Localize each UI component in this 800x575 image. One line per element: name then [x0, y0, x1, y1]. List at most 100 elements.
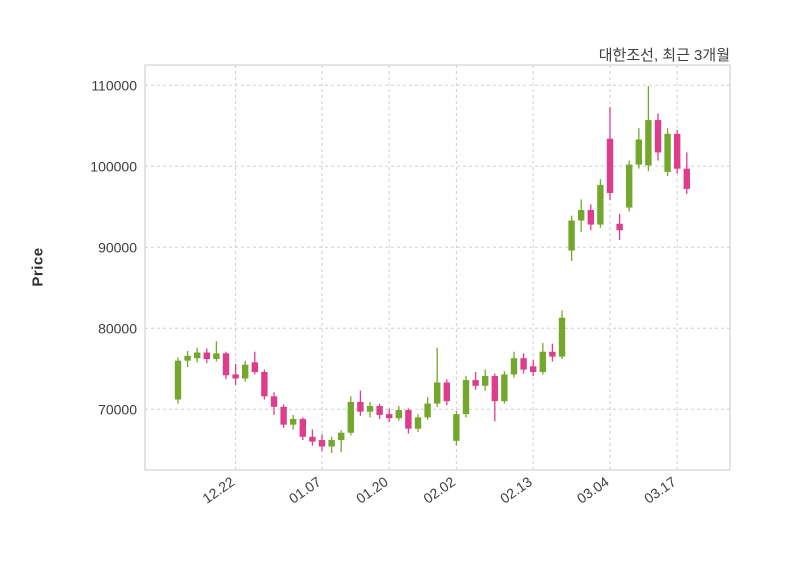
candle: [453, 410, 460, 446]
candle: [414, 414, 422, 432]
candle: [290, 414, 297, 430]
candle: [635, 128, 642, 169]
candle: [510, 351, 518, 378]
candle: [222, 351, 230, 380]
candle: [395, 406, 402, 421]
candle-body: [501, 374, 508, 402]
candle: [309, 429, 316, 446]
candle: [251, 351, 258, 375]
candle: [328, 436, 335, 453]
candle-body: [261, 371, 268, 397]
x-tick-label: 12.22: [199, 473, 237, 506]
candle: [318, 434, 326, 452]
candle-body: [510, 358, 518, 375]
candle: [616, 214, 623, 240]
candle-body: [318, 440, 326, 447]
candle: [683, 152, 690, 194]
candle-body: [645, 120, 652, 166]
candle-body: [558, 317, 566, 357]
candle-body: [395, 410, 402, 419]
candle: [674, 129, 681, 174]
candle-body: [222, 353, 230, 376]
x-tick-label: 03.17: [641, 473, 679, 506]
candle-body: [376, 406, 383, 415]
candle: [405, 408, 412, 434]
x-tick-label: 02.13: [497, 473, 535, 506]
candle-body: [443, 382, 450, 402]
candle: [270, 392, 278, 415]
x-tick-label: 03.04: [574, 473, 612, 506]
candle-body: [568, 220, 575, 251]
candle: [357, 390, 364, 416]
y-tick-label: 70000: [98, 401, 137, 417]
candle-body: [491, 376, 498, 402]
candle: [232, 363, 239, 385]
candle-body: [616, 223, 623, 231]
candle: [539, 342, 546, 375]
candle: [587, 204, 594, 231]
candle: [472, 371, 479, 390]
candle-body: [424, 403, 431, 418]
candle: [530, 359, 537, 377]
candle: [520, 353, 527, 374]
candle-body: [683, 168, 690, 189]
chart-title: 대한조선, 최근 3개월: [598, 47, 730, 64]
candle-body: [174, 360, 182, 400]
candle: [578, 199, 585, 232]
candle-body: [290, 418, 297, 425]
candle-body: [664, 133, 671, 172]
candle-body: [309, 436, 316, 442]
candle-body: [184, 355, 191, 361]
candle: [174, 357, 182, 404]
y-tick-label: 90000: [98, 239, 137, 255]
candle-body: [597, 184, 604, 225]
candle: [654, 113, 662, 161]
candle-body: [414, 417, 422, 429]
candle: [280, 404, 287, 428]
candle-body: [539, 351, 546, 372]
candle-body: [280, 406, 287, 425]
candle: [606, 107, 614, 201]
candle-body: [386, 414, 393, 419]
candle: [213, 341, 220, 362]
candle: [194, 347, 201, 363]
candle: [184, 350, 191, 368]
candle-body: [472, 380, 479, 386]
candle: [645, 86, 652, 172]
candle: [549, 343, 556, 362]
candle-body: [251, 362, 258, 372]
candle: [558, 310, 566, 360]
candle-body: [232, 374, 239, 379]
candle-body: [338, 432, 345, 441]
candle: [338, 430, 345, 453]
candle-body: [434, 382, 441, 404]
candle: [482, 369, 489, 391]
candle: [203, 348, 210, 364]
candle-body: [203, 352, 210, 360]
candle: [664, 128, 671, 176]
candle-body: [654, 120, 662, 153]
candle: [597, 179, 604, 228]
plot-background: [144, 64, 731, 471]
candle: [261, 369, 268, 400]
candle-body: [587, 209, 594, 225]
candle: [376, 403, 383, 419]
candle: [491, 373, 498, 422]
candle-body: [674, 133, 681, 169]
candle-body: [213, 353, 220, 360]
candle: [366, 401, 374, 418]
candle: [299, 417, 306, 441]
candle-body: [453, 414, 460, 441]
candle: [242, 360, 249, 382]
candle-body: [299, 418, 306, 437]
candle: [462, 376, 470, 418]
candle-body: [242, 364, 249, 379]
candle: [568, 215, 575, 262]
candle-body: [462, 380, 470, 415]
candle-body: [357, 401, 364, 412]
x-tick-label: 02.02: [420, 473, 458, 506]
candle-body: [520, 358, 527, 370]
candle: [443, 379, 450, 406]
